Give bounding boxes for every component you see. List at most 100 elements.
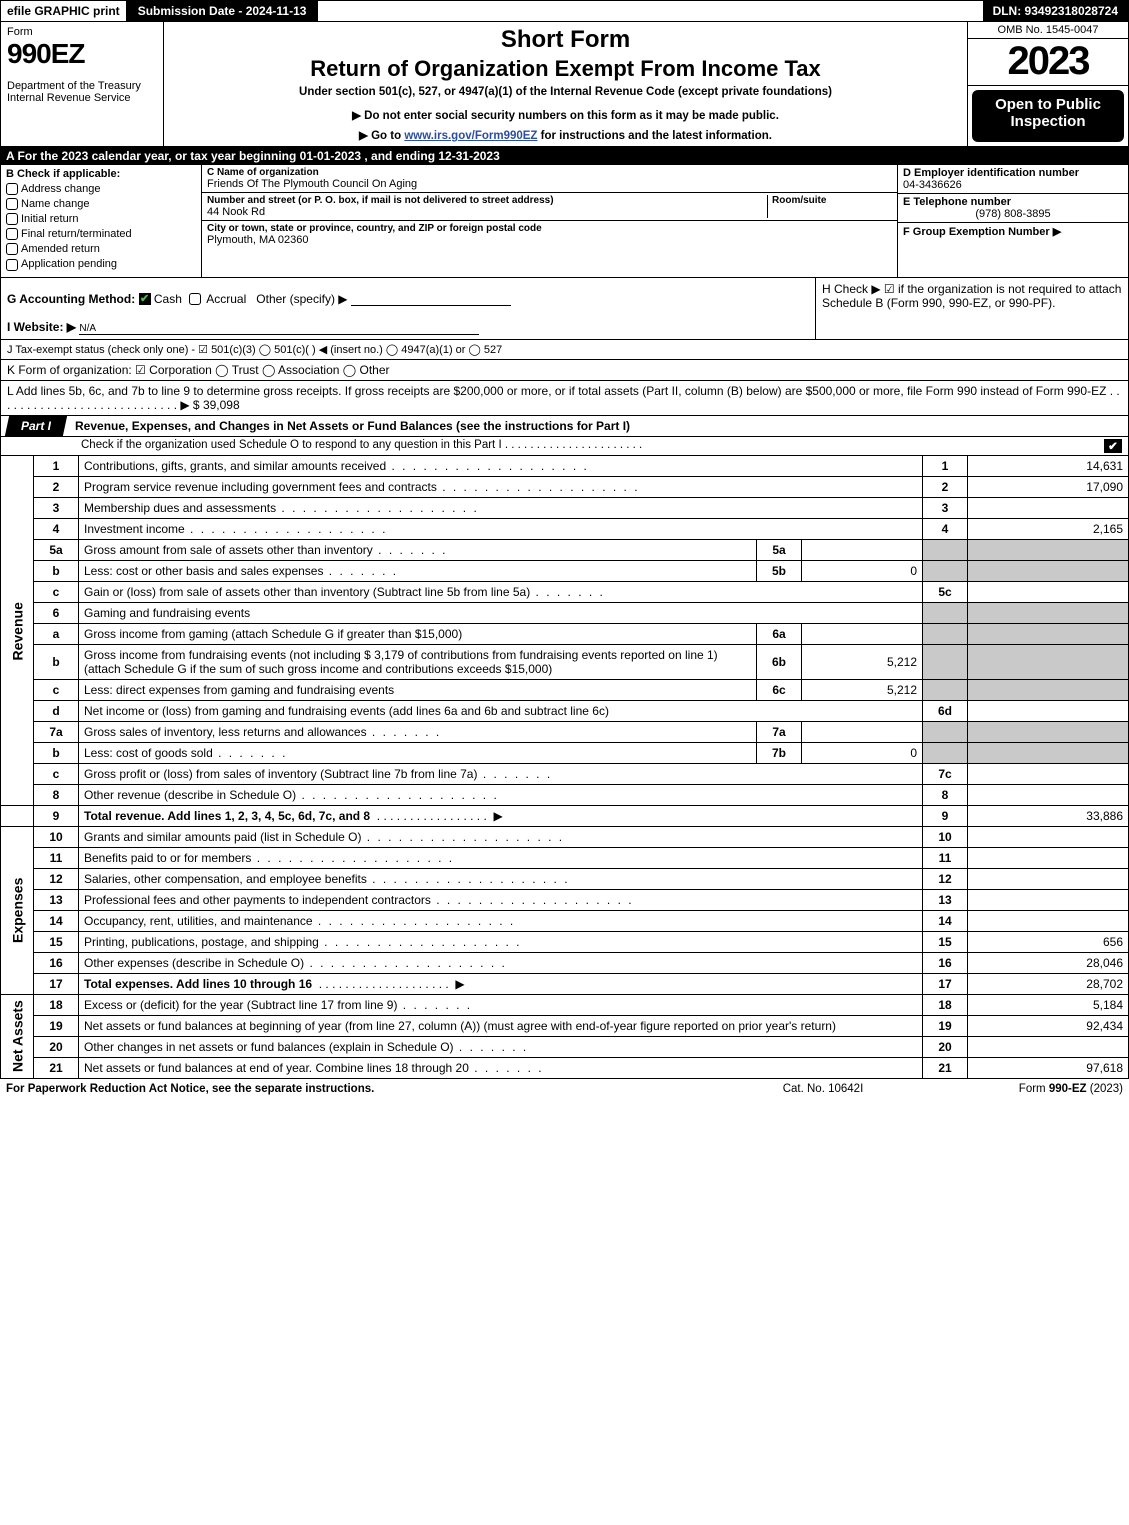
section-c: C Name of organization Friends Of The Pl… — [202, 165, 898, 277]
line-14: 14 Occupancy, rent, utilities, and maint… — [1, 910, 1129, 931]
ln-rnum: 9 — [923, 805, 968, 826]
cb-final-return[interactable]: Final return/terminated — [6, 228, 196, 240]
ln-desc: Other expenses (describe in Schedule O) — [79, 952, 923, 973]
website-value: N/A — [79, 323, 479, 335]
mid-val: 0 — [802, 560, 923, 581]
ln-desc: Gross amount from sale of assets other t… — [79, 539, 757, 560]
ln-rnum: 7c — [923, 763, 968, 784]
cb-address-change[interactable]: Address change — [6, 183, 196, 195]
ln-desc: Gaming and fundraising events — [79, 602, 923, 623]
ln-desc: Less: cost or other basis and sales expe… — [79, 560, 757, 581]
footer-right-post: (2023) — [1090, 1083, 1123, 1095]
checkbox-icon — [6, 198, 18, 210]
ln-desc: Net assets or fund balances at end of ye… — [79, 1057, 923, 1078]
part1-subtext: Check if the organization used Schedule … — [0, 437, 1129, 456]
line-7b: b Less: cost of goods sold 7b 0 — [1, 742, 1129, 763]
line-2: 2 Program service revenue including gove… — [1, 476, 1129, 497]
goto-post: for instructions and the latest informat… — [541, 130, 772, 142]
line-11: 11 Benefits paid to or for members 11 — [1, 847, 1129, 868]
line-6: 6 Gaming and fundraising events — [1, 602, 1129, 623]
ln-amt — [968, 910, 1129, 931]
shade-cell — [923, 560, 968, 581]
header: Form 990EZ Department of the Treasury In… — [0, 22, 1129, 147]
ln-amt: 97,618 — [968, 1057, 1129, 1078]
ln-amt: 92,434 — [968, 1015, 1129, 1036]
ln-num: b — [34, 742, 79, 763]
header-center: Short Form Return of Organization Exempt… — [164, 22, 968, 146]
cb-name-change[interactable]: Name change — [6, 198, 196, 210]
ln-rnum: 14 — [923, 910, 968, 931]
ln-desc: Net assets or fund balances at beginning… — [79, 1015, 923, 1036]
ln-num: 2 — [34, 476, 79, 497]
line-9: 9 Total revenue. Add lines 1, 2, 3, 4, 5… — [1, 805, 1129, 826]
ln-rnum: 3 — [923, 497, 968, 518]
cb-label: Amended return — [21, 243, 100, 255]
topbar-spacer — [318, 1, 982, 21]
footer-right: Form 990-EZ (2023) — [923, 1083, 1123, 1095]
shade-cell — [923, 679, 968, 700]
g-other-blank[interactable] — [351, 305, 511, 306]
section-l: L Add lines 5b, 6c, and 7b to line 9 to … — [0, 381, 1129, 416]
ln-num: 9 — [34, 805, 79, 826]
ein-value: 04-3436626 — [903, 179, 1123, 191]
shade-cell — [923, 602, 968, 623]
mid-num: 6a — [757, 623, 802, 644]
ln-num: 11 — [34, 847, 79, 868]
shade-cell — [923, 539, 968, 560]
ln-num: a — [34, 623, 79, 644]
under-section: Under section 501(c), 527, or 4947(a)(1)… — [172, 86, 959, 98]
room-label: Room/suite — [772, 195, 892, 206]
cb-application-pending[interactable]: Application pending — [6, 258, 196, 270]
irs-link[interactable]: www.irs.gov/Form990EZ — [404, 130, 537, 142]
line-15: 15 Printing, publications, postage, and … — [1, 931, 1129, 952]
topbar: efile GRAPHIC print Submission Date - 20… — [0, 0, 1129, 22]
ln-num: 12 — [34, 868, 79, 889]
cb-amended-return[interactable]: Amended return — [6, 243, 196, 255]
check-icon: ✔ — [1104, 439, 1122, 453]
line-6d: d Net income or (loss) from gaming and f… — [1, 700, 1129, 721]
line-8: 8 Other revenue (describe in Schedule O)… — [1, 784, 1129, 805]
ln-num: 7a — [34, 721, 79, 742]
ln-num: 6 — [34, 602, 79, 623]
ln-desc: Other revenue (describe in Schedule O) — [79, 784, 923, 805]
mid-num: 7a — [757, 721, 802, 742]
section-b-title: B Check if applicable: — [6, 168, 196, 180]
efile-label[interactable]: efile GRAPHIC print — [1, 1, 128, 21]
line-10: Expenses 10 Grants and similar amounts p… — [1, 826, 1129, 847]
submission-date: Submission Date - 2024-11-13 — [128, 1, 319, 21]
ln-amt: 14,631 — [968, 456, 1129, 477]
section-h: H Check ▶ ☑ if the organization is not r… — [816, 278, 1128, 339]
line-19: 19 Net assets or fund balances at beginn… — [1, 1015, 1129, 1036]
open-to-public: Open to Public Inspection — [972, 90, 1124, 142]
ln-desc: Less: cost of goods sold — [79, 742, 757, 763]
form-word: Form — [7, 26, 157, 38]
col-def: D Employer identification number 04-3436… — [898, 165, 1128, 277]
dln: DLN: 93492318028724 — [983, 1, 1128, 21]
ln-amt — [968, 784, 1129, 805]
cb-label: Name change — [21, 198, 90, 210]
footer-right-bold: 990-EZ — [1049, 1083, 1087, 1095]
ln-desc: Investment income — [79, 518, 923, 539]
l-text: L Add lines 5b, 6c, and 7b to line 9 to … — [7, 384, 1120, 412]
ln-desc: Grants and similar amounts paid (list in… — [79, 826, 923, 847]
line-6a: a Gross income from gaming (attach Sched… — [1, 623, 1129, 644]
group-exemption-label: F Group Exemption Number ▶ — [903, 225, 1123, 238]
shade-cell — [968, 602, 1129, 623]
line-12: 12 Salaries, other compensation, and emp… — [1, 868, 1129, 889]
ln-amt: 656 — [968, 931, 1129, 952]
phone-label: E Telephone number — [903, 196, 1123, 208]
ln-desc: Contributions, gifts, grants, and simila… — [79, 456, 923, 477]
line-21: 21 Net assets or fund balances at end of… — [1, 1057, 1129, 1078]
ln-num: 13 — [34, 889, 79, 910]
ln-desc: Net income or (loss) from gaming and fun… — [79, 700, 923, 721]
cb-initial-return[interactable]: Initial return — [6, 213, 196, 225]
ln-desc: Excess or (deficit) for the year (Subtra… — [79, 994, 923, 1015]
shade-cell — [968, 721, 1129, 742]
shade-cell — [968, 742, 1129, 763]
ln-num: b — [34, 644, 79, 679]
ln-rnum: 15 — [923, 931, 968, 952]
ln-desc: Salaries, other compensation, and employ… — [79, 868, 923, 889]
phone-row: E Telephone number (978) 808-3895 — [898, 194, 1128, 223]
phone-value: (978) 808-3895 — [903, 208, 1123, 220]
ln-desc: Printing, publications, postage, and shi… — [79, 931, 923, 952]
